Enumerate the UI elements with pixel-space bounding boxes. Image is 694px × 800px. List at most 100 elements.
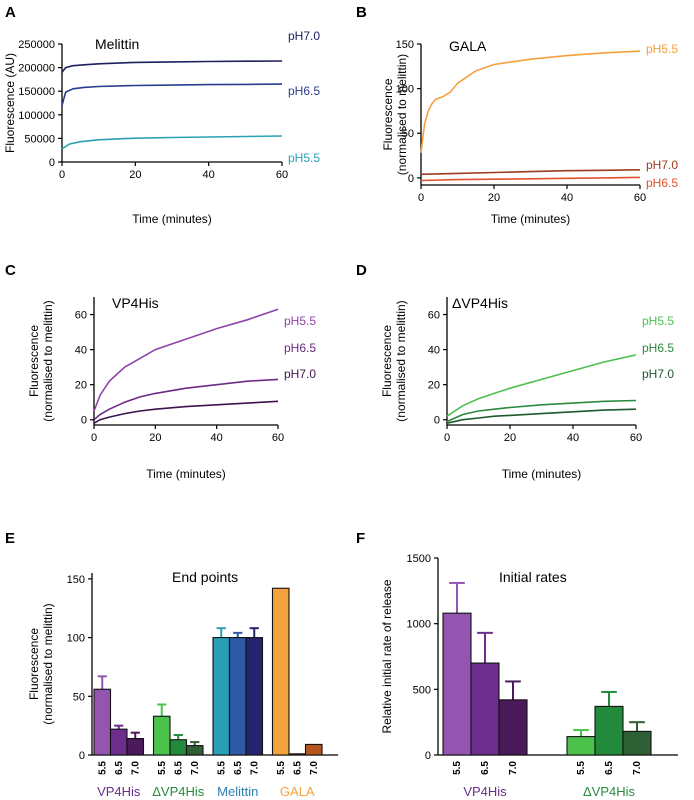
y-tick-label: 1500	[407, 553, 431, 565]
series-label: pH5.5	[646, 42, 678, 56]
series-label: pH7.0	[288, 29, 320, 43]
x-tick-label: 5.5	[216, 761, 227, 775]
series-label: pH5.5	[642, 314, 674, 328]
x-tick-label: 6.5	[114, 761, 125, 775]
y-axis-label: Fluorescence	[27, 325, 41, 397]
y-axis-label: Fluorescence	[381, 78, 395, 150]
series-label: pH7.0	[642, 367, 674, 381]
bar	[271, 587, 290, 756]
x-tick-label: 7.0	[130, 761, 141, 775]
bar	[228, 637, 247, 756]
y-tick-label: 40	[75, 345, 87, 357]
x-tick-label: 7.0	[309, 761, 320, 775]
group-label: VP4His	[97, 784, 141, 799]
y-axis-label: Fluorescence (AU)	[3, 53, 17, 153]
panel-letter-e: E	[5, 530, 15, 547]
x-tick-label: 40	[561, 192, 573, 204]
series-line-ph55	[61, 135, 283, 150]
y-tick-label: 0	[408, 173, 414, 185]
y-tick-label: 60	[428, 310, 440, 322]
series-line-ph70	[420, 169, 641, 176]
x-tick-label: 60	[630, 432, 642, 444]
bar	[622, 730, 652, 756]
x-tick-label: 60	[276, 169, 288, 181]
x-axis-label: Time (minutes)	[491, 212, 571, 226]
y-tick-label: 200000	[18, 63, 55, 75]
series-label: pH7.0	[284, 367, 316, 381]
panel-letter-f: F	[356, 530, 365, 547]
y-tick-label: 0	[81, 415, 87, 427]
series-line-ph55	[93, 308, 279, 412]
x-tick-label: 6.5	[233, 761, 244, 775]
x-tick-label: 6.5	[292, 761, 303, 775]
x-tick-label: 6.5	[480, 761, 491, 775]
bar	[566, 736, 596, 756]
chart-title: Melittin	[95, 36, 139, 52]
panel-letter-c: C	[5, 262, 16, 279]
bar	[126, 738, 145, 756]
series-line-ph65	[420, 176, 641, 182]
bar	[245, 637, 264, 756]
y-axis-label-line2: (normalised to melittin)	[395, 54, 409, 175]
x-tick-label: 40	[203, 169, 215, 181]
series-label: pH6.5	[646, 176, 678, 190]
y-tick-label: 50	[402, 128, 414, 140]
x-tick-label: 5.5	[157, 761, 168, 775]
x-tick-label: 5.5	[452, 761, 463, 775]
x-tick-label: 6.5	[604, 761, 615, 775]
series-label: pH6.5	[288, 84, 320, 98]
panel-f: 0 500 1000 1500 Initial rates Relative initia…	[380, 553, 678, 799]
panel-b: 0 20 40 60 0 50 100 150 GALA Time (minutes) Fluore…	[381, 38, 678, 226]
y-tick-label: 0	[79, 750, 85, 762]
bar	[304, 743, 323, 756]
x-axis-label: Time (minutes)	[132, 212, 212, 226]
y-tick-label: 150	[396, 39, 414, 51]
panel-e: 0 50 100 150 End points Fluorescence (normalis…	[27, 569, 338, 799]
bar	[442, 612, 472, 756]
bar	[498, 699, 528, 756]
bar	[152, 715, 171, 756]
x-tick-label: 40	[567, 432, 579, 444]
bar	[185, 745, 204, 756]
series-label: pH6.5	[284, 341, 316, 355]
x-tick-label: 6.5	[173, 761, 184, 775]
series-label: pH6.5	[642, 341, 674, 355]
x-tick-label: 5.5	[276, 761, 287, 775]
bar	[594, 705, 624, 756]
group-label: ΔVP4His	[152, 784, 205, 799]
chart-title: GALA	[449, 38, 487, 54]
y-tick-label: 1000	[407, 619, 431, 631]
x-tick-label: 20	[149, 432, 161, 444]
panel-letter-b: B	[356, 4, 367, 21]
y-tick-label: 50000	[24, 133, 55, 145]
group-label: ΔVP4His	[583, 784, 636, 799]
y-tick-label: 100000	[18, 110, 55, 122]
x-tick-label: 7.0	[508, 761, 519, 775]
x-axis-label: Time (minutes)	[146, 467, 226, 481]
x-tick-label: 0	[59, 169, 65, 181]
y-tick-label: 100	[67, 633, 85, 645]
y-tick-label: 0	[434, 415, 440, 427]
y-axis-label-line2: (normalised to melittin)	[41, 300, 55, 421]
x-tick-label: 20	[504, 432, 516, 444]
series-line-ph55	[420, 50, 641, 153]
x-tick-label: 0	[444, 432, 450, 444]
series-label: pH7.0	[646, 158, 678, 172]
panel-letter-d: D	[356, 262, 367, 279]
x-tick-label: 20	[488, 192, 500, 204]
chart-title: VP4His	[112, 295, 159, 311]
bar	[109, 728, 128, 756]
series-label: pH5.5	[288, 151, 320, 165]
x-tick-label: 0	[91, 432, 97, 444]
group-label: VP4His	[463, 784, 507, 799]
x-tick-label: 7.0	[249, 761, 260, 775]
x-tick-label: 7.0	[632, 761, 643, 775]
y-axis-label: Relative initial rate of release	[380, 579, 394, 733]
chart-title: End points	[172, 569, 238, 585]
x-tick-label: 60	[272, 432, 284, 444]
bar	[470, 662, 500, 756]
chart-title: Initial rates	[499, 569, 567, 585]
chart-title: ΔVP4His	[452, 295, 508, 311]
x-tick-label: 60	[634, 192, 646, 204]
